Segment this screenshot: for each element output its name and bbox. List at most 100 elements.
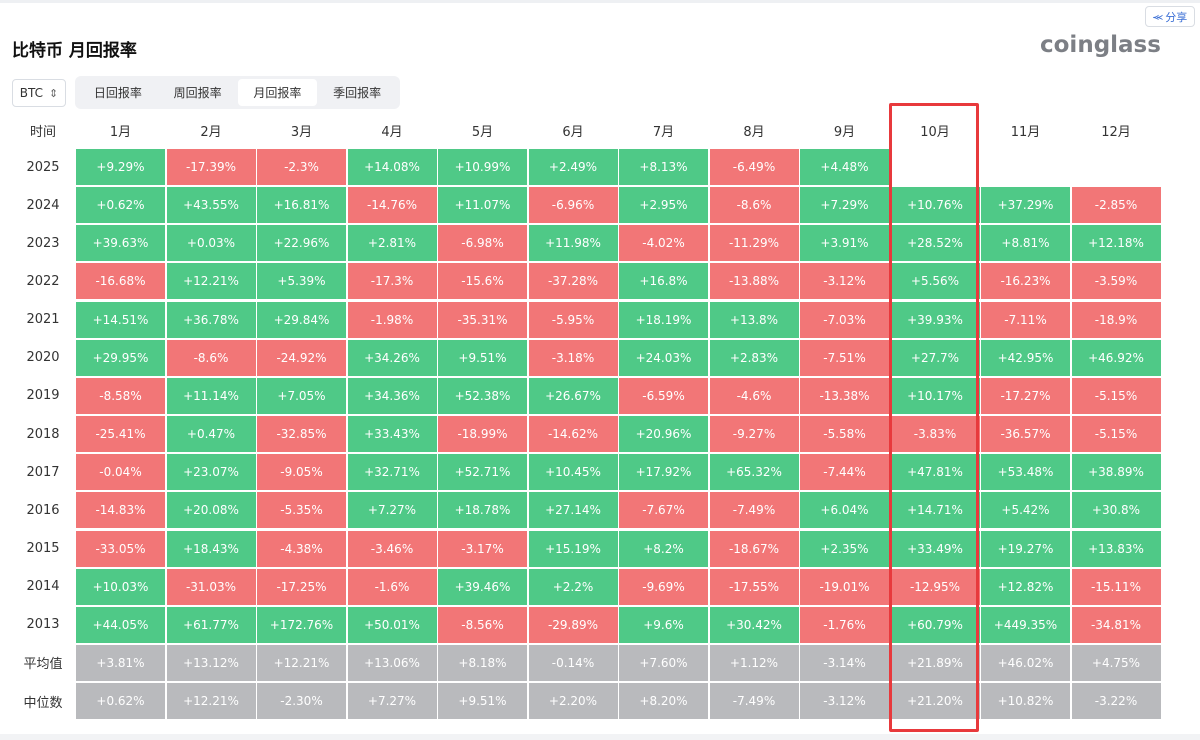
return-cell: +10.45%	[528, 454, 618, 491]
return-cell: +13.8%	[709, 301, 799, 338]
return-cell: -8.56%	[438, 606, 527, 643]
year-label: 2018	[26, 426, 60, 442]
return-cell: -5.15%	[1071, 416, 1161, 453]
return-cell: -3.18%	[528, 339, 618, 376]
year-label: 2014	[26, 579, 60, 595]
return-cell: +19.27%	[981, 530, 1070, 567]
stat-cell: +13.06%	[347, 644, 437, 681]
return-cell: -6.98%	[438, 225, 527, 262]
return-cell: +22.96%	[257, 225, 346, 262]
tab-weekly-return[interactable]: 周回报率	[173, 86, 222, 100]
stat-cell: +2.20%	[528, 683, 618, 720]
return-cell: -14.83%	[76, 492, 165, 529]
coin-select[interactable]: BTC ⇕	[12, 79, 66, 107]
year-label: 2022	[26, 273, 60, 289]
return-cell: +50.01%	[347, 606, 437, 643]
return-cell: +33.49%	[890, 530, 980, 567]
year-label: 2013	[26, 617, 60, 633]
return-cell: -7.49%	[709, 492, 799, 529]
return-cell: +14.08%	[347, 149, 437, 185]
return-cell: +8.2%	[619, 530, 708, 567]
return-cell: -14.76%	[347, 187, 437, 224]
return-cell: -8.58%	[76, 377, 165, 414]
return-cell: +36.78%	[166, 301, 256, 338]
return-cell: -17.39%	[166, 149, 256, 185]
stat-cell: +0.62%	[76, 683, 165, 720]
return-cell: -4.6%	[709, 377, 799, 414]
return-cell: +10.17%	[890, 377, 980, 414]
return-cell: +2.83%	[709, 339, 799, 376]
return-cell: +7.05%	[257, 377, 346, 414]
stat-cell: -0.14%	[528, 644, 618, 681]
return-cell: +60.79%	[890, 606, 980, 643]
share-button[interactable]: ⪻ 分享	[1145, 6, 1195, 27]
return-cell: -14.62%	[528, 416, 618, 453]
return-cell: -15.11%	[1071, 568, 1161, 605]
return-cell: +8.13%	[619, 149, 708, 185]
return-cell: +8.81%	[981, 225, 1070, 262]
return-cell: -31.03%	[166, 568, 256, 605]
return-cell: +53.48%	[981, 454, 1070, 491]
tab-quarterly-return[interactable]: 季回报率	[333, 86, 382, 100]
return-cell: -37.28%	[528, 263, 618, 300]
stat-cell: -7.49%	[709, 683, 799, 720]
return-cell: -7.44%	[800, 454, 889, 491]
return-cell: +26.67%	[528, 377, 618, 414]
month-header: 4月	[381, 124, 403, 140]
return-cell: +16.81%	[257, 187, 346, 224]
return-cell: +46.92%	[1071, 339, 1161, 376]
return-cell: -13.38%	[800, 377, 889, 414]
return-cell: -4.38%	[257, 530, 346, 567]
return-cell: -18.99%	[438, 416, 527, 453]
bottom-border	[0, 734, 1200, 740]
return-cell: +27.14%	[528, 492, 618, 529]
tab-monthly-return[interactable]: 月回报率	[237, 79, 318, 106]
return-cell: -1.98%	[347, 301, 437, 338]
period-tabs: 日回报率 周回报率 月回报率 季回报率	[75, 76, 400, 109]
return-cell: -33.05%	[76, 530, 165, 567]
stat-cell: +7.27%	[347, 683, 437, 720]
return-cell: -35.31%	[438, 301, 527, 338]
return-cell: -7.11%	[981, 301, 1070, 338]
return-cell: +0.03%	[166, 225, 256, 262]
return-cell: +12.21%	[166, 263, 256, 300]
return-cell: +47.81%	[890, 454, 980, 491]
month-header: 1月	[109, 124, 132, 140]
stat-cell: +9.51%	[438, 683, 527, 720]
return-cell: +29.84%	[257, 301, 346, 338]
coinglass-logo: coinglass	[1040, 32, 1161, 58]
return-cell: -17.55%	[709, 568, 799, 605]
return-cell: -15.6%	[438, 263, 527, 300]
return-cell: +11.14%	[166, 377, 256, 414]
month-header: 8月	[743, 124, 765, 140]
return-cell: -1.76%	[800, 606, 889, 643]
return-cell: -17.27%	[981, 377, 1070, 414]
year-label: 2017	[26, 464, 60, 480]
return-cell: +52.71%	[438, 454, 527, 491]
stat-cell: -3.12%	[800, 683, 889, 720]
year-label: 2024	[26, 197, 60, 213]
return-cell: +12.82%	[981, 568, 1070, 605]
year-label: 2023	[26, 235, 60, 251]
stat-cell: +3.81%	[76, 644, 165, 681]
return-cell: +42.95%	[981, 339, 1070, 376]
stat-cell: +46.02%	[981, 644, 1070, 681]
tab-daily-return[interactable]: 日回报率	[93, 86, 142, 100]
return-cell: -18.67%	[709, 530, 799, 567]
return-cell: +2.81%	[347, 225, 437, 262]
return-cell: -3.12%	[800, 263, 889, 300]
month-header: 2月	[200, 124, 222, 140]
return-cell: +38.89%	[1071, 454, 1161, 491]
return-cell: -3.59%	[1071, 263, 1161, 300]
return-cell: +15.19%	[528, 530, 618, 567]
return-cell: +17.92%	[619, 454, 708, 491]
page-title: 比特币 月回报率	[12, 41, 137, 61]
return-cell: +20.96%	[619, 416, 708, 453]
month-header: 12月	[1101, 124, 1131, 140]
return-cell: -17.25%	[257, 568, 346, 605]
return-cell: +2.49%	[528, 149, 618, 185]
month-header: 11月	[1010, 124, 1041, 140]
return-cell: -12.95%	[890, 568, 980, 605]
return-cell: -24.92%	[257, 339, 346, 376]
return-cell: -6.96%	[528, 187, 618, 224]
